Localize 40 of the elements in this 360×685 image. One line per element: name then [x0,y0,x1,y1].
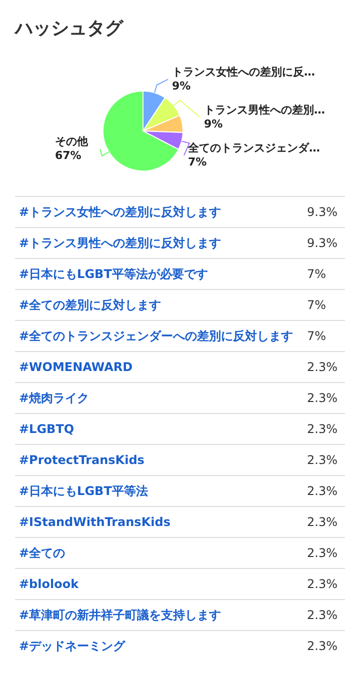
text: 2.3% [307,515,338,529]
category-label: #LGBTQ [19,421,76,438]
data-label: 9% [204,117,223,130]
text: 2.3% [307,484,338,498]
data-label: 7% [188,155,207,168]
category-label: #焼肉ライク [19,390,90,407]
text: 2.3% [307,391,338,405]
category-label: #デッドネーミング [19,638,126,655]
text: 2.3% [307,453,338,467]
text: 9.3% [307,236,338,250]
category-label: #ProtectTransKids [19,452,146,469]
text: 2.3% [307,422,338,436]
category-label: #草津町の新井祥子町議を支持します [19,607,222,624]
data-label: 9% [172,79,191,92]
category-label: #IStandWithTransKids [19,514,172,531]
slice-label: その他 [55,135,89,148]
data-label: 67% [55,149,82,162]
text: 2.3% [307,577,338,591]
category-label: #日本にもLGBT平等法 [19,483,149,500]
category-label: #blolook [19,576,80,593]
category-label: #トランス男性への差別に反対します [19,235,222,252]
category-label: #日本にもLGBT平等法が必要です [19,266,209,283]
category-label: #全ての [19,545,66,562]
slice-label: 全てのトランスジェンダ… [187,141,320,154]
text: 7% [307,298,326,312]
text: 2.3% [307,639,338,653]
slice-label: トランス女性への差別に反… [172,65,315,78]
text: 9.3% [307,205,338,219]
text: 2.3% [307,360,338,374]
text: 7% [307,267,326,281]
text: 2.3% [307,608,338,622]
text: 2.3% [307,546,338,560]
pie-slice [102,90,180,172]
category-label: #WOMENAWARD [19,359,134,376]
category-label: #トランス女性への差別に反対します [19,204,222,221]
text: 7% [307,329,326,343]
category-label: #全てのトランスジェンダーへの差別に反対します [19,328,294,345]
chart-title: ハッシュタグ [15,17,123,40]
category-label: #全ての差別に反対します [19,297,162,314]
slice-label: トランス男性への差別… [204,103,325,116]
